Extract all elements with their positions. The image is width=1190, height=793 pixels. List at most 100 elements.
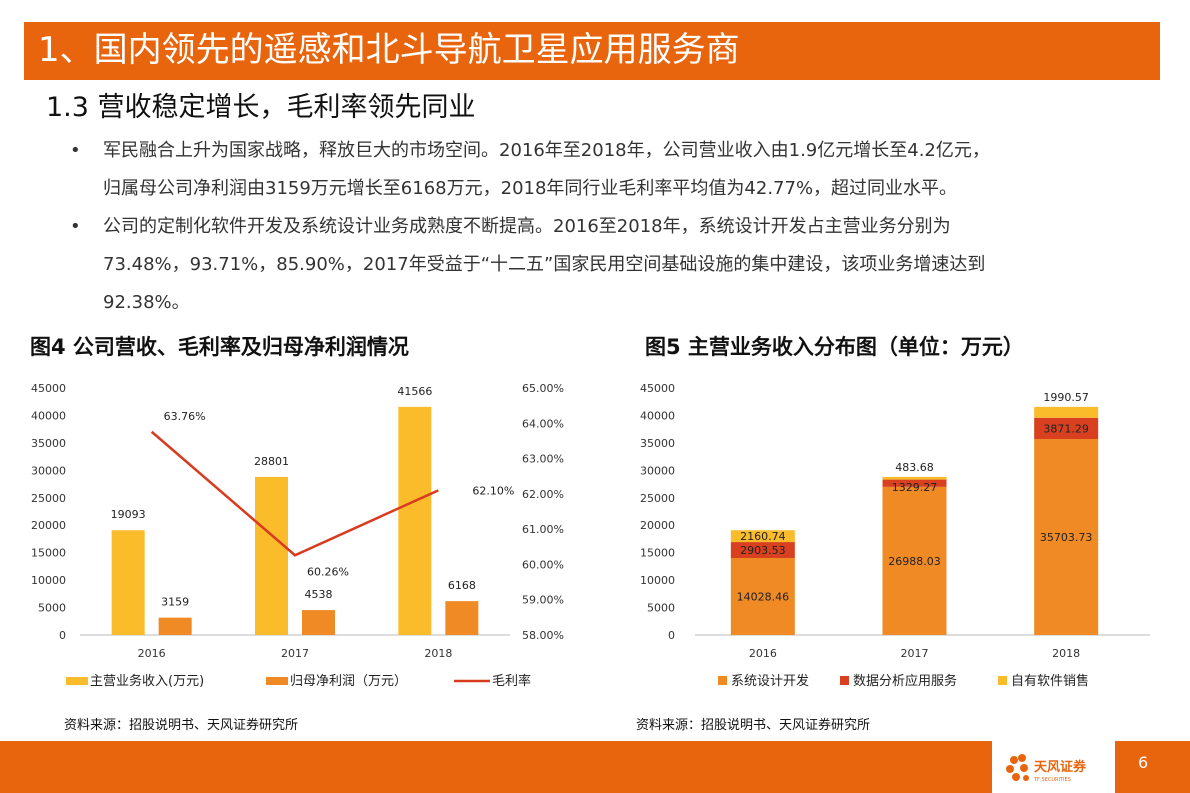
revenue-breakdown-chart: 0 5000 10000 15000 20000 25000 30000 35000 40000…	[640, 382, 1150, 689]
segment-data-label: 14028.46	[737, 590, 790, 603]
bullet-item: • 军民融合上升为国家战略，释放巨大的市场空间。2016年至2018年，公司营业…	[70, 132, 1160, 208]
segment-data-label: 2160.74	[740, 530, 786, 543]
footer-bar	[0, 741, 1190, 793]
bullet-list: • 军民融合上升为国家战略，释放巨大的市场空间。2016年至2018年，公司营业…	[70, 132, 1160, 322]
legend-swatch	[266, 677, 288, 685]
bullet-marker: •	[70, 216, 81, 237]
line-data-label: 62.10%	[472, 484, 514, 497]
legend-swatch	[998, 676, 1007, 685]
segment-data-label: 3871.29	[1043, 422, 1089, 435]
y-axis-tick-label: 15000	[31, 547, 66, 560]
bullet-text-line: 军民融合上升为国家战略，释放巨大的市场空间。2016年至2018年，公司营业收入…	[103, 140, 990, 161]
y2-axis-tick-label: 59.00%	[522, 594, 564, 607]
logo-subtext: TF SECURITIES	[1033, 777, 1071, 783]
stacked-bar-segment	[1034, 417, 1099, 440]
y-axis-tick-label: 5000	[647, 602, 675, 615]
y-axis-tick-label: 45000	[640, 382, 675, 395]
y2-axis-tick-label: 61.00%	[522, 523, 564, 536]
stacked-bar-segment	[730, 542, 795, 558]
bullet-text-line: 73.48%，93.71%，85.90%，2017年受益于“十二五”国家民用空间…	[103, 254, 986, 275]
figure4-source: 资料来源：招股说明书、天风证券研究所	[64, 718, 299, 733]
bullet-text-line: 92.38%。	[103, 292, 190, 313]
bar-data-label: 6168	[448, 579, 476, 592]
logo-text: 天风证券	[1034, 759, 1087, 775]
x-axis-tick-label: 2018	[1052, 647, 1080, 660]
y-axis-tick-label: 5000	[38, 602, 66, 615]
bar-data-label: 4538	[305, 588, 333, 601]
y-axis-tick-label: 0	[668, 629, 675, 642]
bullet-marker: •	[70, 140, 81, 161]
y2-axis-tick-label: 58.00%	[522, 629, 564, 642]
line-data-label: 63.76%	[164, 410, 206, 423]
y-axis-tick-label: 10000	[640, 574, 675, 587]
y-axis-tick-label: 30000	[640, 464, 675, 477]
legend-label: 归母净利润（万元）	[290, 674, 407, 689]
bar-data-label: 3159	[161, 596, 189, 609]
stacked-bar-segment	[882, 476, 947, 480]
section-subtitle: 1.3 营收稳定增长，毛利率领先同业	[46, 92, 476, 123]
stacked-bar-segment	[730, 557, 795, 635]
bar-data-label: 19093	[111, 508, 146, 521]
y-axis-tick-label: 35000	[640, 437, 675, 450]
x-axis-tick-label: 2018	[424, 647, 452, 660]
y-axis-tick-label: 20000	[640, 519, 675, 532]
bar-data-label: 41566	[397, 385, 432, 398]
stacked-bar-segment	[1034, 439, 1099, 635]
line-data-label: 60.26%	[307, 565, 349, 578]
page-title: 1、国内领先的遥感和北斗导航卫星应用服务商	[38, 30, 740, 70]
title-bar: 1、国内领先的遥感和北斗导航卫星应用服务商	[24, 22, 1160, 80]
bar	[445, 601, 479, 635]
segment-data-label: 1329.27	[892, 481, 938, 494]
y-axis-tick-label: 15000	[640, 547, 675, 560]
figure5-source: 资料来源：招股说明书、天风证券研究所	[636, 718, 871, 733]
y-axis-tick-label: 40000	[640, 409, 675, 422]
y2-axis-tick-label: 64.00%	[522, 417, 564, 430]
figure4-title: 图4 公司营收、毛利率及归母净利润情况	[30, 335, 409, 359]
legend-label: 毛利率	[492, 673, 531, 689]
segment-data-label: 26988.03	[888, 555, 941, 568]
bullet-text-line: 归属母公司净利润由3159万元增长至6168万元，2018年同行业毛利率平均值为…	[103, 178, 958, 199]
x-axis-tick-label: 2017	[281, 647, 309, 660]
legend-label: 自有软件销售	[1011, 673, 1089, 689]
bar-data-label: 28801	[254, 455, 289, 468]
bullet-text-line: 公司的定制化软件开发及系统设计业务成熟度不断提高。2016至2018年，系统设计…	[103, 216, 951, 237]
legend-label: 系统设计开发	[731, 673, 809, 689]
legend-label: 数据分析应用服务	[853, 673, 957, 689]
legend-swatch	[718, 676, 727, 685]
page-number: 6	[1138, 753, 1149, 772]
revenue-profit-margin-chart: 0 5000 10000 15000 20000 25000 30000 35000 40000…	[31, 382, 564, 689]
y-axis-tick-label: 35000	[31, 437, 66, 450]
legend-swatch	[840, 676, 849, 685]
segment-data-label: 483.68	[895, 461, 934, 474]
segment-data-label: 35703.73	[1040, 531, 1093, 544]
stacked-bar-segment	[882, 486, 947, 635]
legend-swatch	[66, 677, 88, 685]
bar	[302, 610, 335, 635]
y-axis-tick-label: 40000	[31, 409, 66, 422]
y2-axis-tick-label: 65.00%	[522, 382, 564, 395]
bar	[255, 476, 288, 635]
y-axis-tick-label: 0	[59, 629, 66, 642]
y-axis-tick-label: 45000	[31, 382, 66, 395]
segment-data-label: 1990.57	[1043, 391, 1089, 404]
y-axis-tick-label: 25000	[31, 492, 66, 505]
x-axis-tick-label: 2016	[138, 647, 166, 660]
y2-axis-tick-label: 60.00%	[522, 558, 564, 571]
y-axis-tick-label: 25000	[640, 492, 675, 505]
y-axis-tick-label: 30000	[31, 464, 66, 477]
x-axis-tick-label: 2017	[901, 647, 929, 660]
stacked-bar-segment	[730, 530, 795, 543]
x-axis-tick-label: 2016	[749, 647, 777, 660]
figure5-title: 图5 主营业务收入分布图（单位：万元）	[645, 335, 1024, 359]
y2-axis-tick-label: 63.00%	[522, 453, 564, 466]
y-axis-tick-label: 10000	[31, 574, 66, 587]
segment-data-label: 2903.53	[740, 544, 786, 557]
bar	[111, 530, 145, 635]
bar	[398, 406, 432, 635]
y-axis-tick-label: 20000	[31, 519, 66, 532]
legend-label: 主营业务收入(万元)	[90, 673, 204, 689]
bullet-item: • 公司的定制化软件开发及系统设计业务成熟度不断提高。2016至2018年，系统…	[70, 208, 1160, 322]
margin-line	[150, 430, 439, 557]
tf-securities-logo: 天风证券 TF SECURITIES	[1006, 754, 1087, 783]
bar	[158, 617, 192, 635]
